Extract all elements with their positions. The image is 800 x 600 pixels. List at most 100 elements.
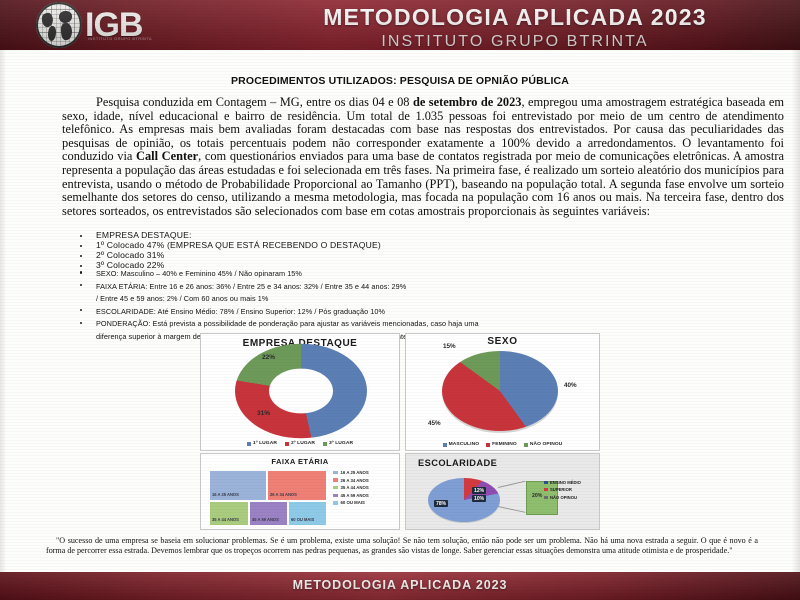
scan-edge-right bbox=[792, 0, 800, 600]
legend-swatch bbox=[246, 441, 251, 446]
body-paragraph: Pesquisa conduzida em Contagem – MG, ent… bbox=[62, 95, 784, 218]
legend-label: 45 A 59 ANOS bbox=[340, 492, 369, 498]
chart-sexo: SEXO 15% 45% 40% MASCULINO FEMININO NÃO … bbox=[405, 333, 600, 451]
connector-line bbox=[497, 480, 526, 488]
chart-title: SEXO bbox=[487, 336, 518, 347]
slice-label-2: 45% bbox=[428, 420, 441, 427]
donut-chart: 22% 31% bbox=[235, 343, 367, 439]
closing-quote: "O sucesso de uma empresa se baseia em s… bbox=[46, 536, 758, 555]
secondary-plot-bar bbox=[526, 481, 558, 515]
legend-label: MASCULINO bbox=[448, 442, 480, 447]
chart-legend: 16 A 25 ANOS 26 A 34 ANOS 35 A 44 ANOS 4… bbox=[333, 470, 395, 505]
treemap-cell-label: 16 A 25 ANOS bbox=[212, 492, 239, 498]
legend-item: NÃO OPINOU bbox=[544, 495, 596, 500]
legend-label: 16 A 25 ANOS bbox=[340, 470, 369, 475]
treemap-cell-label: 60 OU MAIS bbox=[291, 517, 315, 523]
header-title: METODOLOGIA APLICADA 2023 bbox=[323, 4, 707, 30]
list-item: 2º Colocado 31% bbox=[62, 250, 782, 261]
treemap-cell: 26 A 34 ANOS bbox=[267, 470, 327, 501]
legend-label: NÃO OPINOU bbox=[550, 494, 577, 500]
legend-swatch bbox=[544, 488, 548, 492]
globe-icon bbox=[36, 2, 82, 48]
legend-item: 1º LUGAR bbox=[246, 441, 277, 446]
list-item: 3º Colocado 22% bbox=[62, 260, 782, 271]
treemap-cell-label: 26 A 34 ANOS bbox=[270, 492, 297, 498]
legend-label: ENSINO MÉDIO bbox=[550, 480, 581, 485]
treemap-cell: 45 A 59 ANOS bbox=[249, 501, 288, 526]
legend-swatch bbox=[333, 470, 338, 475]
slice-label-2: 31% bbox=[257, 410, 271, 417]
chart-legend: MASCULINO FEMININO NÃO OPINOU bbox=[406, 442, 599, 447]
legend-label: 3º LUGAR bbox=[329, 441, 354, 446]
logo-tagline: INSTITUTO GRUPO BTRINTA bbox=[88, 36, 152, 41]
slice-label-1: 40% bbox=[564, 382, 577, 389]
legend-item: 35 A 44 ANOS bbox=[333, 485, 395, 490]
slice-label-3: 15% bbox=[443, 343, 456, 350]
treemap-cell-label: 35 A 44 ANOS bbox=[212, 517, 239, 523]
legend-item: FEMININO bbox=[486, 442, 517, 447]
scan-edge-left bbox=[0, 0, 6, 600]
chart-title: FAIXA ETÁRIA bbox=[271, 457, 329, 466]
legend-swatch bbox=[333, 485, 338, 490]
legend-label: SUPERIOR bbox=[550, 487, 572, 493]
legend-item: 2º LUGAR bbox=[284, 441, 316, 446]
legend-item: 60 OU MAIS bbox=[333, 500, 395, 505]
legend-label: FEMININO bbox=[492, 442, 517, 447]
legend-item: 26 A 34 ANOS bbox=[333, 478, 395, 483]
legend-swatch bbox=[486, 442, 491, 447]
slice-label-1: 78% bbox=[434, 500, 449, 507]
list-item-continuation: / Entre 45 e 59 anos: 2% / Com 60 anos o… bbox=[96, 294, 269, 304]
chart-faixa-etaria: FAIXA ETÁRIA 16 A 25 ANOS 26 A 34 ANOS 3… bbox=[200, 453, 400, 530]
legend-swatch bbox=[333, 493, 338, 497]
legend-label: 1º LUGAR bbox=[252, 441, 277, 446]
footer-banner: METODOLOGIA APLICADA 2023 bbox=[0, 572, 800, 600]
legend-swatch bbox=[333, 478, 338, 482]
legend-swatch bbox=[323, 441, 328, 446]
legend-swatch bbox=[333, 501, 338, 505]
legend-swatch bbox=[544, 480, 548, 485]
legend-item: ENSINO MÉDIO bbox=[544, 480, 596, 485]
chart-escolaridade: ESCOLARIDADE 78% 12% 10% 20% ENSINO MÉDI… bbox=[405, 453, 600, 530]
treemap-cell: 35 A 44 ANOS bbox=[209, 501, 249, 526]
legend-item: 45 A 59 ANOS bbox=[333, 493, 395, 498]
slice-label-3: 10% bbox=[472, 495, 487, 502]
legend-item: 16 A 25 ANOS bbox=[333, 470, 395, 475]
secondary-plot-label: 20% bbox=[532, 493, 543, 499]
treemap-cell: 16 A 25 ANOS bbox=[209, 470, 267, 501]
treemap-cell: 60 OU MAIS bbox=[288, 501, 327, 526]
chart-title: ESCOLARIDADE bbox=[418, 458, 498, 468]
legend-label: 60 OU MAIS bbox=[340, 500, 365, 506]
treemap: 16 A 25 ANOS 26 A 34 ANOS 35 A 44 ANOS 4… bbox=[209, 470, 327, 526]
chart-legend: ENSINO MÉDIO SUPERIOR NÃO OPINOU bbox=[544, 480, 596, 500]
chart-empresa-destaque: EMPRESA DESTAQUE 22% 31% 1º LUGAR 2º LUG… bbox=[200, 333, 400, 451]
connector-line bbox=[497, 506, 526, 513]
legend-swatch bbox=[442, 442, 447, 447]
list-item: SEXO: Masculino – 40% e Feminino 45% / N… bbox=[62, 268, 782, 281]
legend-item: 3º LUGAR bbox=[323, 441, 353, 446]
bullet-list-empresa: EMPRESA DESTAQUE: 1º Colocado 47% (EMPRE… bbox=[62, 230, 782, 271]
chart-title: EMPRESA DESTAQUE bbox=[201, 338, 399, 349]
igb-logo: IGB INSTITUTO GRUPO BTRINTA bbox=[36, 2, 152, 48]
legend-swatch bbox=[544, 495, 548, 499]
slice-label-2: 12% bbox=[472, 487, 487, 494]
pie-slices bbox=[442, 351, 558, 431]
legend-label: NÃO OPINOU bbox=[529, 442, 563, 447]
slice-label-3: 22% bbox=[262, 354, 276, 361]
chart-legend: 1º LUGAR 2º LUGAR 3º LUGAR bbox=[201, 441, 399, 446]
list-item: EMPRESA DESTAQUE: bbox=[62, 230, 782, 241]
list-item: 1º Colocado 47% (EMPRESA QUE ESTÁ RECEBE… bbox=[62, 240, 782, 251]
legend-item: MASCULINO bbox=[442, 442, 480, 447]
list-item: FAIXA ETÁRIA: Entre 16 e 26 anos: 36% / … bbox=[62, 281, 782, 294]
legend-swatch bbox=[523, 442, 528, 447]
donut-slices bbox=[235, 343, 367, 439]
legend-label: 26 A 34 ANOS bbox=[340, 477, 369, 483]
footer-title: METODOLOGIA APLICADA 2023 bbox=[292, 578, 508, 592]
legend-item: NÃO OPINOU bbox=[523, 442, 563, 447]
list-item: PONDERAÇÃO: Está prevista a possibilidad… bbox=[62, 318, 782, 331]
legend-label: 2º LUGAR bbox=[290, 441, 316, 446]
list-item: ESCOLARIDADE: Até Ensino Médio: 78% / En… bbox=[62, 306, 782, 319]
header-subtitle: INSTITUTO GRUPO BTRINTA bbox=[381, 32, 649, 50]
treemap-cell-label: 45 A 59 ANOS bbox=[252, 517, 279, 523]
logo-initials: IGB bbox=[85, 6, 143, 44]
